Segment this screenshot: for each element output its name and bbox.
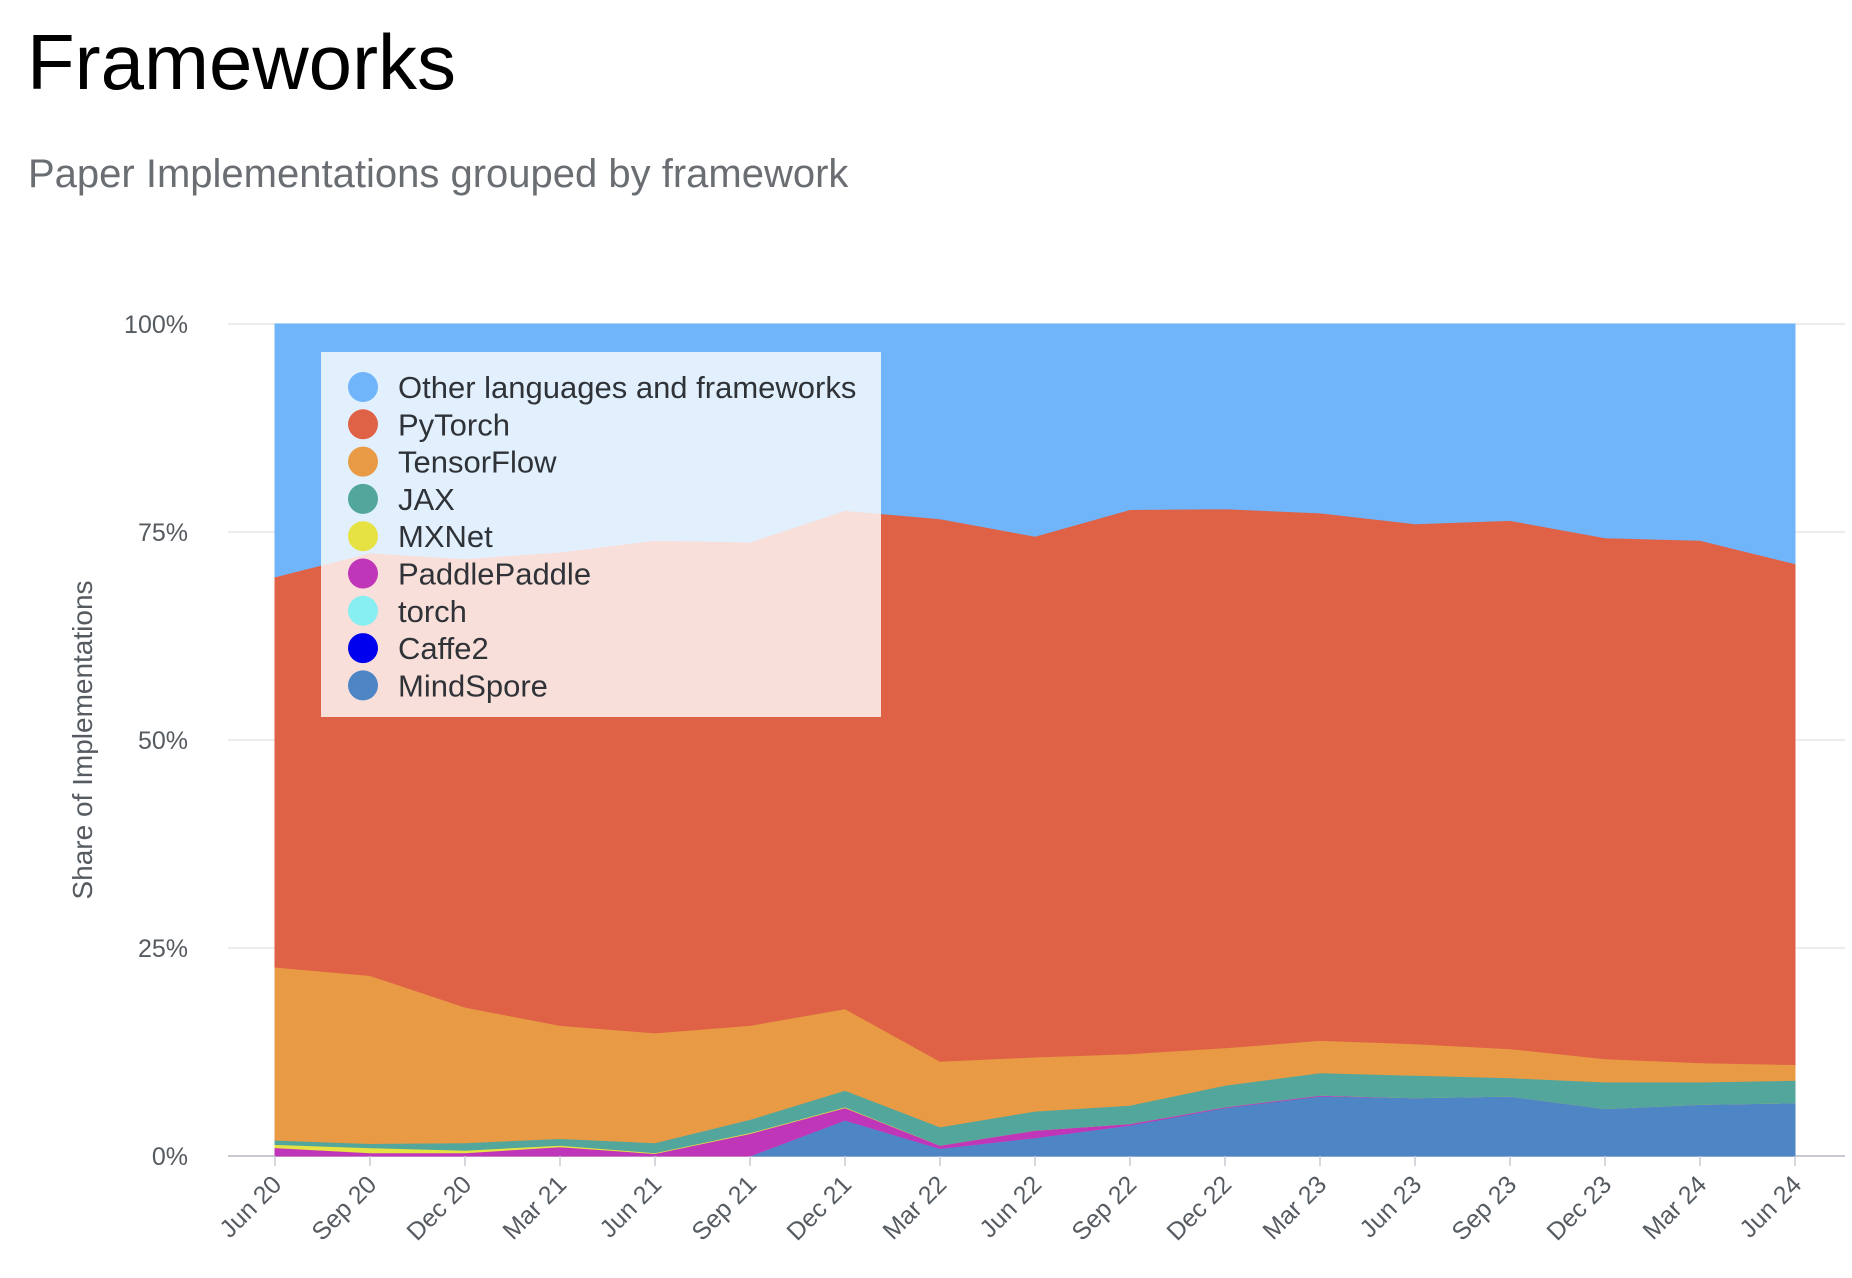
legend-label[interactable]: Caffe2 xyxy=(398,631,489,666)
x-tick-label: Mar 24 xyxy=(1637,1170,1712,1245)
y-tick-label: 100% xyxy=(124,311,188,339)
x-tick-label: Dec 21 xyxy=(781,1170,857,1246)
x-tick-label: Jun 24 xyxy=(1734,1170,1807,1243)
legend-label[interactable]: MindSpore xyxy=(398,668,548,703)
x-tick-label: Jun 21 xyxy=(594,1170,667,1243)
x-tick-label: Dec 23 xyxy=(1541,1170,1617,1246)
legend-swatch xyxy=(348,483,378,514)
legend-label[interactable]: PaddlePaddle xyxy=(398,557,591,592)
x-tick-label: Sep 21 xyxy=(686,1170,762,1246)
x-tick-label: Mar 23 xyxy=(1257,1170,1332,1245)
legend-swatch xyxy=(348,633,378,664)
legend-swatch xyxy=(348,595,378,626)
x-tick-label: Mar 22 xyxy=(877,1170,952,1245)
y-tick-label: 75% xyxy=(138,519,188,547)
x-tick-label: Jun 22 xyxy=(974,1170,1047,1243)
x-tick-label: Dec 22 xyxy=(1161,1170,1237,1246)
x-tick-label: Sep 20 xyxy=(306,1170,382,1246)
page-title: Frameworks xyxy=(27,18,457,106)
y-tick-label: 25% xyxy=(138,935,188,963)
legend-swatch xyxy=(348,670,378,701)
y-axis-title: Share of Implementations xyxy=(67,580,98,899)
legend-label[interactable]: PyTorch xyxy=(398,407,510,442)
legend-swatch xyxy=(348,446,378,477)
legend-label[interactable]: Other languages and frameworks xyxy=(398,370,856,405)
legend-label[interactable]: MXNet xyxy=(398,519,493,554)
legend-label[interactable]: JAX xyxy=(398,482,455,517)
x-tick-label: Dec 20 xyxy=(401,1170,477,1246)
legend-swatch xyxy=(348,521,378,552)
x-tick-label: Mar 21 xyxy=(497,1170,572,1245)
x-tick-label: Jun 20 xyxy=(214,1170,287,1243)
legend-swatch xyxy=(348,409,378,440)
legend-label[interactable]: TensorFlow xyxy=(398,445,557,480)
y-tick-label: 0% xyxy=(152,1143,188,1171)
x-tick-label: Sep 23 xyxy=(1446,1170,1522,1246)
legend-label[interactable]: torch xyxy=(398,594,467,629)
legend-box xyxy=(321,352,881,717)
legend-swatch xyxy=(348,372,378,402)
legend-swatch xyxy=(348,558,378,589)
page-subtitle: Paper Implementations grouped by framewo… xyxy=(28,152,849,196)
x-tick-label: Sep 22 xyxy=(1066,1170,1142,1246)
x-tick-label: Jun 23 xyxy=(1354,1170,1427,1243)
legend: Other languages and frameworksPyTorchTen… xyxy=(321,352,881,717)
y-tick-label: 50% xyxy=(138,727,188,755)
